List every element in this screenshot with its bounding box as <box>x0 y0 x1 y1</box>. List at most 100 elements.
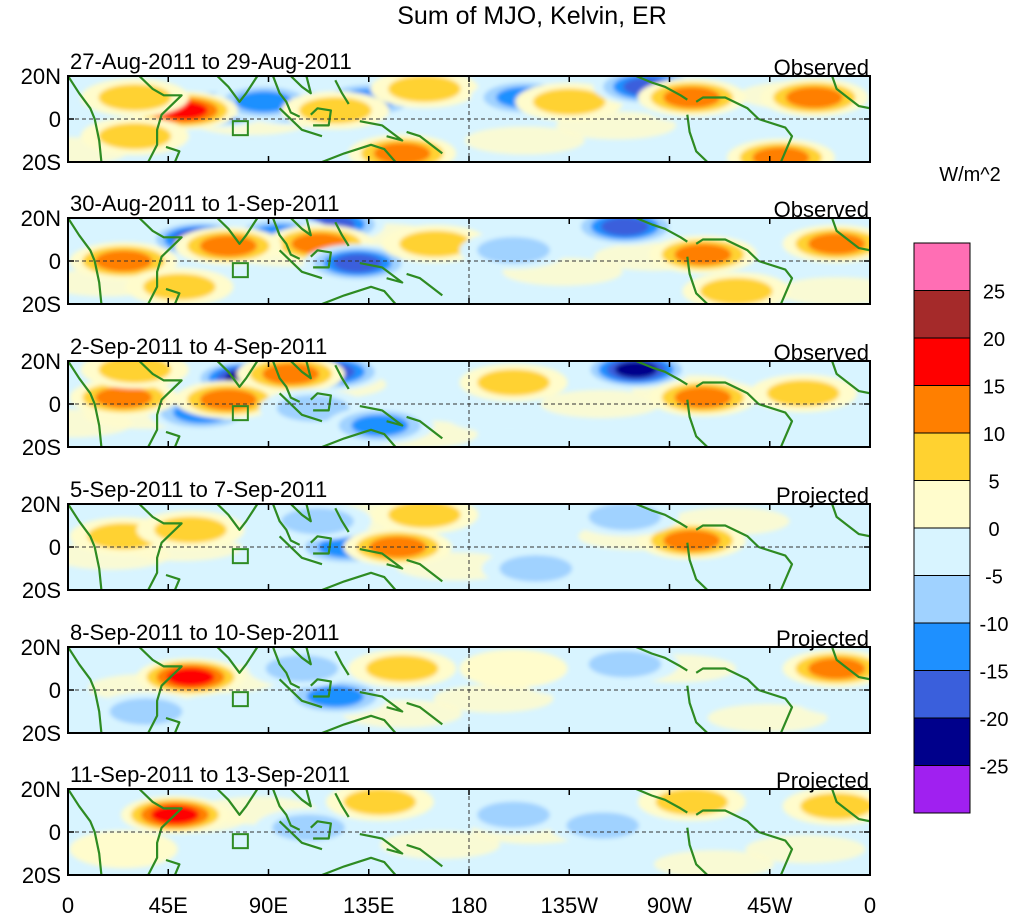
contour-shell <box>109 698 183 725</box>
colorbar-swatch <box>913 242 971 291</box>
anomaly-field <box>68 361 870 447</box>
contour-shell <box>373 142 431 162</box>
y-tick-label: 0 <box>49 392 61 417</box>
colorbar-swatch <box>913 527 971 576</box>
colorbar-level-label: -20 <box>980 709 1009 731</box>
contour-shell <box>199 389 257 411</box>
coastline <box>216 361 259 388</box>
figure-title: Sum of MJO, Kelvin, ER <box>397 2 667 30</box>
coastline <box>635 218 688 243</box>
panel-ticks <box>67 75 871 163</box>
reference-box <box>231 833 249 850</box>
contour-shell <box>588 650 662 678</box>
colorbar: 25 20 15 10 5 0 -5 -10 -15 -20 -25 <box>913 242 1009 814</box>
coastline <box>290 789 312 808</box>
contour-shell <box>365 655 439 682</box>
coastline <box>406 272 443 297</box>
x-tick-label: 180 <box>451 893 488 918</box>
colorbar-level-label: -25 <box>980 757 1009 779</box>
colorbar-swatch <box>913 765 971 814</box>
colorbar-swatch <box>913 385 971 434</box>
coastline <box>321 285 397 304</box>
contour-shell <box>388 76 461 103</box>
anomaly-field <box>68 789 870 875</box>
coastline <box>310 678 332 698</box>
anomaly-cell-7 <box>570 647 679 684</box>
x-tick-label: 135E <box>343 893 394 918</box>
anomaly-cell-10 <box>570 218 679 246</box>
anomaly-field <box>68 76 870 162</box>
y-tick-label: 20S <box>22 721 61 746</box>
coastline <box>68 789 103 875</box>
continent-outlines <box>68 789 870 875</box>
anomaly-cell-8 <box>370 76 479 108</box>
contour-shell <box>166 667 215 687</box>
coastline <box>138 647 183 733</box>
coastline <box>271 361 301 403</box>
colorbar-level-label: -15 <box>980 662 1009 684</box>
panel-ticks <box>67 646 871 734</box>
anomaly-cell-12 <box>782 224 870 263</box>
background-cell <box>288 845 409 874</box>
coastline <box>310 392 332 412</box>
coastline <box>278 535 323 566</box>
anomaly-cell-4 <box>348 649 457 688</box>
x-tick-label: 45W <box>747 893 792 918</box>
colorbar-swatch <box>913 717 971 766</box>
coastline <box>271 504 301 546</box>
contour-shell <box>674 243 732 266</box>
coastline <box>165 430 181 447</box>
panel-period-label: 2-Sep-2011 to 4-Sep-2011 <box>70 334 327 359</box>
coastline <box>359 405 404 427</box>
contour-shell <box>532 88 606 116</box>
x-tick-label: 90E <box>249 893 288 918</box>
panel-period-label: 30-Aug-2011 to 1-Sep-2011 <box>70 191 340 216</box>
background-cell <box>380 830 501 859</box>
colorbar-level-label: -10 <box>980 614 1009 636</box>
anomaly-cell-7 <box>637 521 746 560</box>
coastline <box>686 542 709 590</box>
anomaly-cell-5 <box>236 361 345 393</box>
coastline <box>138 789 183 875</box>
coastline <box>334 221 350 247</box>
y-tick-label: 0 <box>49 107 61 132</box>
coastline <box>138 218 183 304</box>
panel-4: 20N 0 20S 5-Sep-2011 to 7-Sep-2011 Projected <box>21 477 871 603</box>
coastline <box>406 130 443 155</box>
coastline <box>321 856 397 875</box>
y-tick-label: 20S <box>22 578 61 603</box>
coastline <box>290 76 312 95</box>
colorbar-level-label: -5 <box>985 567 1003 589</box>
anomaly-cell-13 <box>682 272 791 304</box>
coastline <box>278 678 323 709</box>
y-tick-label: 20S <box>22 863 61 888</box>
anomaly-cell-9 <box>459 231 568 270</box>
panel-5: 20N 0 20S 8-Sep-2011 to 10-Sep-2011 Projecte… <box>21 620 871 746</box>
coastline <box>138 504 183 590</box>
background-cell <box>707 703 828 732</box>
y-tick-label: 20N <box>21 349 61 374</box>
contour-shell <box>281 507 354 535</box>
coastline <box>278 820 323 851</box>
anomaly-cell-9 <box>459 363 568 402</box>
anomaly-cell-3 <box>247 649 356 688</box>
coastline <box>831 504 870 538</box>
coastline <box>334 792 350 818</box>
coastline <box>321 428 397 447</box>
coastline <box>359 548 404 570</box>
y-tick-label: 20S <box>22 435 61 460</box>
contour-shell <box>343 789 417 816</box>
coastline <box>271 76 301 118</box>
reference-box <box>231 691 249 708</box>
colorbar-swatch <box>913 290 971 339</box>
contour-shell <box>655 789 729 816</box>
coastline <box>68 647 103 733</box>
y-tick-label: 20S <box>22 150 61 175</box>
anomaly-cell-4 <box>459 795 568 834</box>
anomaly-cell-6 <box>459 649 568 688</box>
continent-outlines <box>68 504 870 590</box>
continent-outlines <box>68 76 870 162</box>
contour-shell <box>499 555 573 582</box>
contour-shell <box>766 380 840 407</box>
coastline <box>406 415 443 440</box>
